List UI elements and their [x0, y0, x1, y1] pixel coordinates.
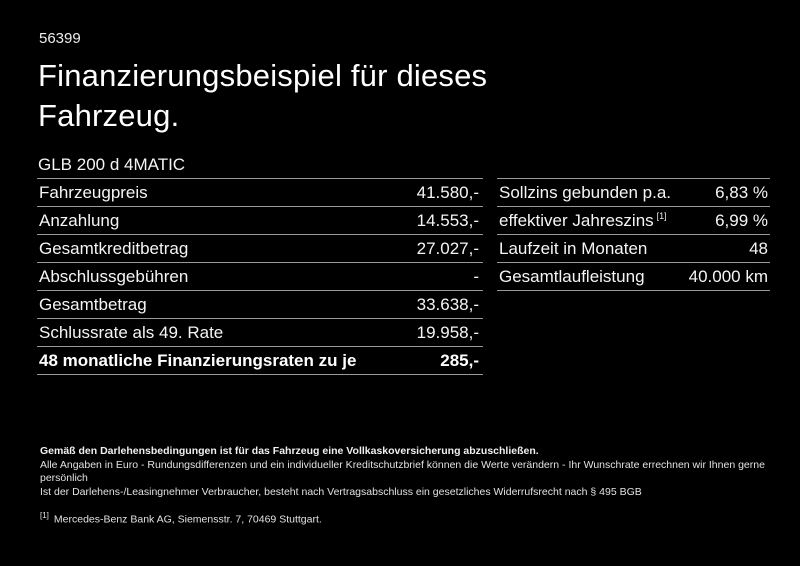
footnote-ref-marker: [1] [656, 210, 667, 221]
finance-row-value: - [473, 266, 479, 286]
finance-row-value: 14.553,- [416, 210, 479, 230]
page-title: Finanzierungsbeispiel für dieses Fahrzeu… [38, 56, 487, 136]
conditions-row-label: Gesamtlaufleistung [499, 266, 645, 286]
conditions-row-label: effektiver Jahreszins [1] [497, 211, 667, 231]
finance-row-total-amount: Gesamtbetrag 33.638,- [37, 291, 483, 319]
conditions-row-label: Laufzeit in Monaten [499, 238, 648, 258]
conditions-row-effective-interest: effektiver Jahreszins [1] 6,99 % [497, 207, 770, 235]
finance-row-label: Schlussrate als 49. Rate [39, 322, 224, 342]
conditions-row-value: 6,99 % [715, 210, 768, 230]
finance-row-label: Abschlussgebühren [39, 266, 189, 286]
euro-disclaimer-note: Alle Angaben in Euro - Rundungsdifferenz… [40, 458, 765, 485]
conditions-row-value: 48 [749, 238, 768, 258]
finance-row-vehicle-price: Fahrzeugpreis 41.580,- [37, 179, 483, 207]
bank-reference-note: [1] Mercedes-Benz Bank AG, Siemensstr. 7,… [40, 509, 770, 527]
insurance-requirement-note: Gemäß den Darlehensbedingungen ist für d… [40, 445, 539, 457]
conditions-table: Sollzins gebunden p.a. 6,83 % effektiver… [497, 178, 770, 291]
finance-row-value: 285,- [440, 350, 479, 370]
finance-row-label: 48 monatliche Finanzierungsraten zu je [39, 350, 357, 370]
footnotes: Gemäß den Darlehensbedingungen ist für d… [40, 445, 770, 527]
conditions-row-total-mileage: Gesamtlaufleistung 40.000 km [497, 263, 770, 291]
conditions-row-label: Sollzins gebunden p.a. [499, 182, 672, 202]
conditions-row-value: 40.000 km [688, 266, 768, 286]
finance-row-monthly-installments: 48 monatliche Finanzierungsraten zu je 2… [37, 347, 483, 375]
conditions-row-nominal-interest: Sollzins gebunden p.a. 6,83 % [497, 179, 770, 207]
finance-row-down-payment: Anzahlung 14.553,- [37, 207, 483, 235]
finance-row-closing-fees: Abschlussgebühren - [37, 263, 483, 291]
finance-row-value: 41.580,- [416, 182, 479, 202]
finance-row-label: Gesamtbetrag [39, 294, 147, 314]
finance-row-final-installment: Schlussrate als 49. Rate 19.958,- [37, 319, 483, 347]
finance-row-label: Gesamtkreditbetrag [39, 238, 189, 258]
finance-table: Fahrzeugpreis 41.580,- Anzahlung 14.553,… [37, 178, 483, 375]
finance-row-label: Anzahlung [39, 210, 120, 230]
footnote-ref-marker: [1] [40, 511, 49, 520]
conditions-row-value: 6,83 % [715, 182, 768, 202]
page-title-line-1: Finanzierungsbeispiel für dieses [38, 58, 488, 93]
conditions-row-label-text: effektiver Jahreszins [499, 210, 654, 230]
finance-row-value: 19.958,- [416, 322, 479, 342]
withdrawal-right-note: Ist der Darlehens-/Leasingnehmer Verbrau… [40, 485, 642, 498]
finance-row-value: 27.027,- [416, 238, 479, 258]
bank-reference-text: Mercedes-Benz Bank AG, Siemensstr. 7, 70… [53, 513, 322, 526]
conditions-row-term-months: Laufzeit in Monaten 48 [497, 235, 770, 263]
finance-row-total-credit: Gesamtkreditbetrag 27.027,- [37, 235, 483, 263]
finance-row-value: 33.638,- [416, 294, 479, 314]
vehicle-name: GLB 200 d 4MATIC [38, 155, 186, 174]
page-title-line-2: Fahrzeug. [38, 98, 180, 133]
finance-row-label: Fahrzeugpreis [39, 182, 148, 202]
document-number: 56399 [39, 30, 81, 47]
